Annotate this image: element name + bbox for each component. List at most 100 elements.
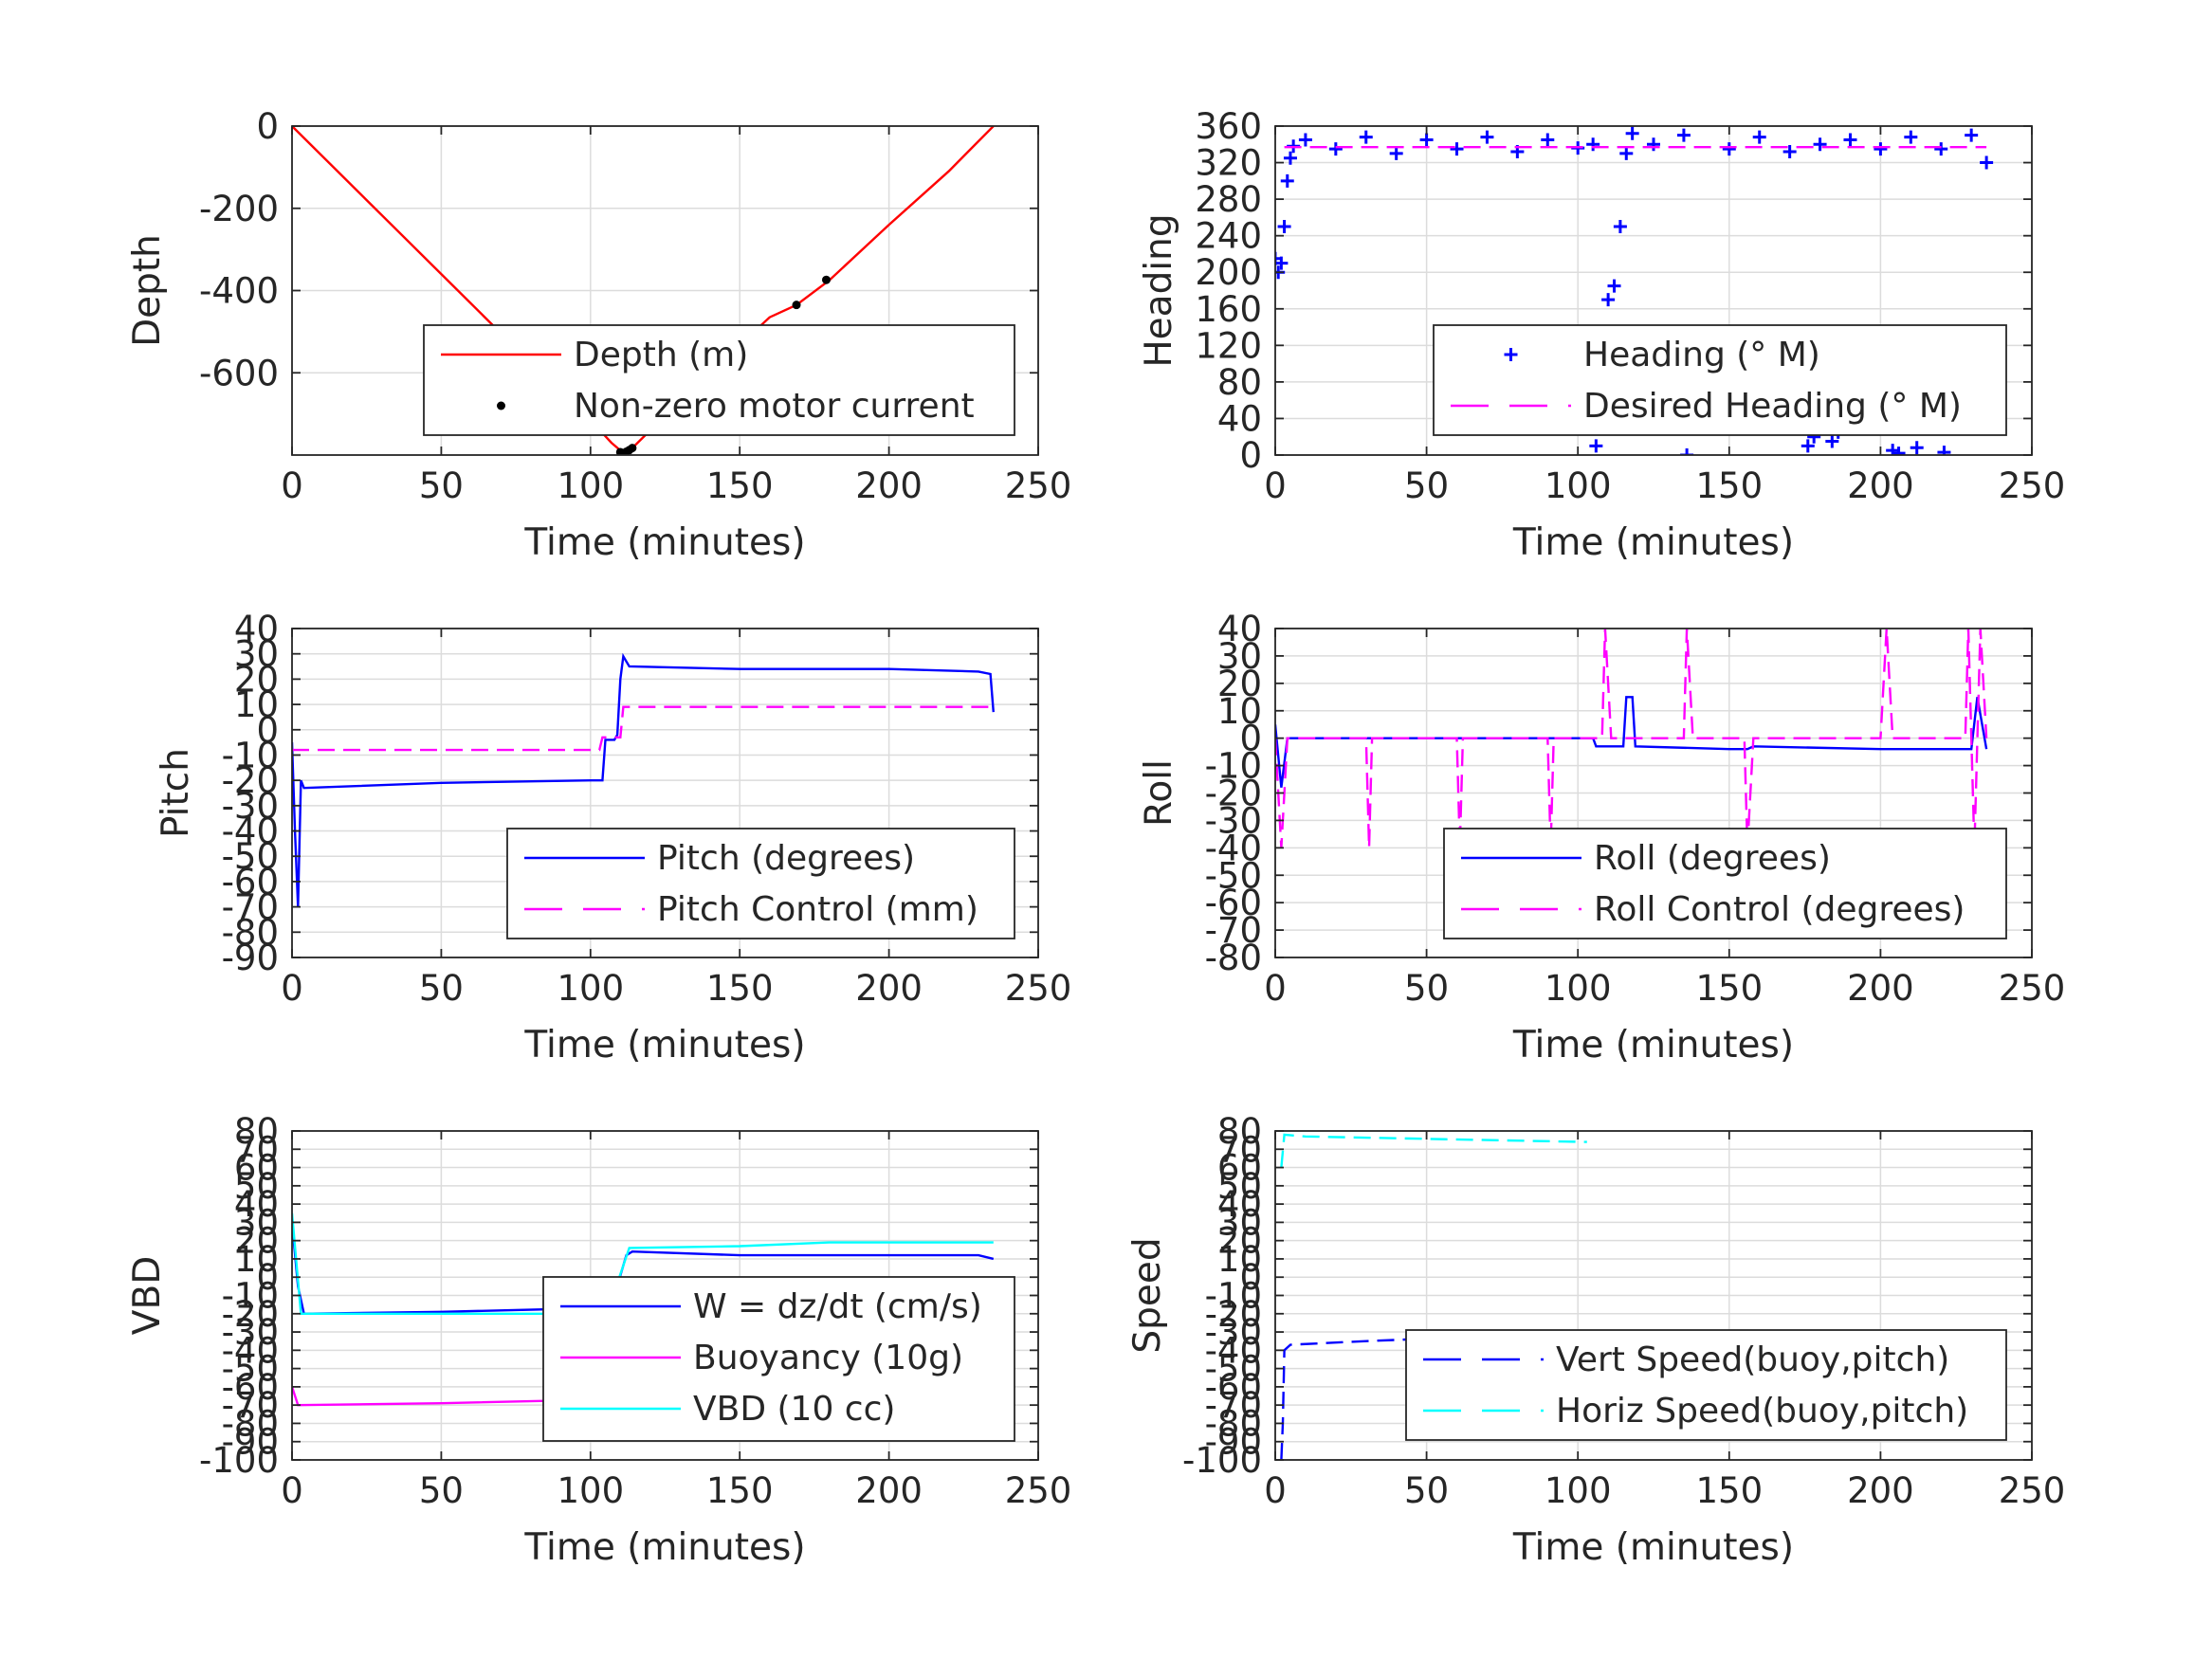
y-tick-label: -70 bbox=[222, 887, 279, 928]
x-tick-label: 0 bbox=[1264, 465, 1287, 506]
heading-series-1-point bbox=[1601, 293, 1616, 307]
y-tick-label: 10 bbox=[1217, 1239, 1262, 1280]
heading-series-1-point bbox=[1359, 130, 1373, 144]
y-tick-label: -200 bbox=[199, 189, 279, 229]
y-tick-label: -90 bbox=[222, 938, 279, 978]
y-tick-label: 10 bbox=[234, 1239, 279, 1280]
legend-entry-label: Buoyancy (10g) bbox=[693, 1339, 963, 1377]
y-tick-label: -30 bbox=[1205, 1312, 1262, 1353]
pitch-legend: Pitch (degrees) Pitch Control (mm) bbox=[506, 828, 1015, 939]
legend-swatch bbox=[497, 401, 505, 410]
legend-entry-label: Desired Heading (° M) bbox=[1583, 387, 1962, 426]
x-tick-label: 250 bbox=[1005, 1470, 1072, 1511]
heading-series-1-point bbox=[1480, 130, 1494, 144]
heading-legend: Heading (° M) Desired Heading (° M) bbox=[1433, 324, 2007, 436]
y-tick-label: 10 bbox=[234, 684, 279, 725]
y-tick-label: -40 bbox=[222, 1330, 279, 1371]
legend-entry-label: W = dz/dt (cm/s) bbox=[693, 1287, 982, 1326]
x-axis-label: Time (minutes) bbox=[1512, 1024, 1794, 1066]
y-tick-label: -30 bbox=[222, 786, 279, 827]
depth-legend: Depth (m) Non-zero motor current bbox=[423, 324, 1015, 436]
y-tick-label: -10 bbox=[1205, 1276, 1262, 1317]
legend-entry-label: Non-zero motor current bbox=[574, 387, 975, 426]
y-tick-label: 0 bbox=[256, 1257, 279, 1298]
y-tick-label: -60 bbox=[1205, 883, 1262, 923]
heading-series-1-point bbox=[1676, 128, 1691, 142]
x-axis-label: Time (minutes) bbox=[523, 1526, 805, 1569]
x-tick-label: 50 bbox=[1404, 465, 1449, 506]
x-tick-label: 0 bbox=[281, 465, 303, 506]
heading-series-1-point bbox=[1825, 434, 1839, 448]
y-axis-label: Depth bbox=[126, 234, 169, 347]
y-tick-label: -100 bbox=[1182, 1440, 1262, 1481]
legend-box bbox=[542, 1276, 1015, 1442]
y-tick-label: -600 bbox=[199, 353, 279, 393]
legend-entry-label: Heading (° M) bbox=[1583, 336, 1820, 374]
x-tick-label: 200 bbox=[1847, 1470, 1914, 1511]
heading-series-1-point bbox=[1275, 256, 1289, 270]
y-tick-label: 280 bbox=[1195, 179, 1262, 220]
y-tick-label: -50 bbox=[1205, 855, 1262, 896]
speed-subplot: 0 50 100 150 200 250-100-90-80-70-60-50-40-30… bbox=[1126, 1111, 2065, 1569]
heading-series-1-point bbox=[1589, 439, 1603, 453]
y-tick-label: -20 bbox=[222, 1294, 279, 1335]
y-tick-label: -10 bbox=[222, 735, 279, 775]
y-tick-label: 20 bbox=[234, 1221, 279, 1262]
heading-series-1-point bbox=[1801, 439, 1815, 453]
x-tick-label: 200 bbox=[855, 465, 923, 506]
y-tick-label: 0 bbox=[1239, 719, 1262, 759]
heading-series-1-point bbox=[1450, 142, 1464, 156]
depth-series-group bbox=[292, 126, 995, 455]
heading-series-1-point bbox=[1722, 142, 1736, 156]
y-tick-label: -20 bbox=[222, 760, 279, 801]
pitch-subplot: 0 50 100 150 200 250-90-80-70-60-50-40-30-20-… bbox=[155, 609, 1071, 1066]
x-tick-label: 150 bbox=[1695, 968, 1763, 1009]
heading-series-1-point bbox=[1298, 133, 1312, 147]
y-tick-label: -90 bbox=[222, 1422, 279, 1463]
legend-entry-label: Roll Control (degrees) bbox=[1594, 890, 1965, 929]
legend-box bbox=[423, 324, 1015, 436]
heading-series-1-point bbox=[1613, 220, 1627, 234]
x-tick-label: 100 bbox=[557, 1470, 624, 1511]
heading-series-1-point bbox=[1328, 142, 1343, 156]
legend-entry-label: Vert Speed(buoy,pitch) bbox=[1556, 1340, 1949, 1379]
y-tick-label: -70 bbox=[1205, 910, 1262, 951]
y-tick-label: -50 bbox=[1205, 1349, 1262, 1390]
y-tick-label: -60 bbox=[222, 1367, 279, 1408]
x-tick-label: 150 bbox=[1695, 1470, 1763, 1511]
depth-series-2-point bbox=[792, 301, 801, 310]
y-tick-label: 50 bbox=[234, 1166, 279, 1207]
x-tick-label: 200 bbox=[1847, 465, 1914, 506]
depth-subplot: 0 50 100 150 200 250 0 -200 -400 -600 Time (minute… bbox=[126, 106, 1071, 564]
y-tick-label: -70 bbox=[222, 1385, 279, 1426]
x-tick-label: 50 bbox=[419, 1470, 464, 1511]
x-tick-label: 250 bbox=[1999, 968, 2066, 1009]
heading-subplot: 0 50 100 150 200 2500408012016020024028032036… bbox=[1138, 106, 2065, 564]
y-tick-label: 80 bbox=[1217, 1111, 1262, 1152]
x-tick-label: 150 bbox=[706, 1470, 774, 1511]
y-tick-label: 120 bbox=[1195, 325, 1262, 366]
y-tick-label: 200 bbox=[1195, 252, 1262, 293]
legend-entry-label: Depth (m) bbox=[574, 336, 748, 374]
heading-series-1-point bbox=[1283, 151, 1297, 165]
legend-swatch bbox=[1504, 348, 1518, 361]
y-tick-label: 80 bbox=[1217, 362, 1262, 403]
y-tick-label: 320 bbox=[1195, 143, 1262, 184]
heading-series-1-point bbox=[1782, 144, 1797, 158]
heading-series-1-point bbox=[1892, 447, 1906, 455]
heading-series-1-point bbox=[1647, 137, 1660, 152]
vbd-subplot: 0 50 100 150 200 250-100-90-80-70-60-50-40-30… bbox=[126, 1111, 1071, 1569]
vbd-series-2-line bbox=[292, 1386, 600, 1407]
y-axis-label: Speed bbox=[1126, 1237, 1169, 1353]
x-tick-label: 150 bbox=[706, 465, 774, 506]
y-tick-label: -70 bbox=[1205, 1385, 1262, 1426]
y-tick-label: 80 bbox=[234, 1111, 279, 1152]
heading-series-1-point bbox=[1752, 130, 1766, 144]
x-tick-label: 0 bbox=[1264, 1470, 1287, 1511]
heading-series-1-point bbox=[1934, 142, 1948, 156]
heading-axes-box bbox=[1274, 125, 2033, 456]
y-tick-label: -10 bbox=[1205, 746, 1262, 787]
y-tick-label: 360 bbox=[1195, 106, 1262, 147]
pitch-series-group bbox=[292, 652, 995, 907]
y-tick-label: -20 bbox=[1205, 1294, 1262, 1335]
